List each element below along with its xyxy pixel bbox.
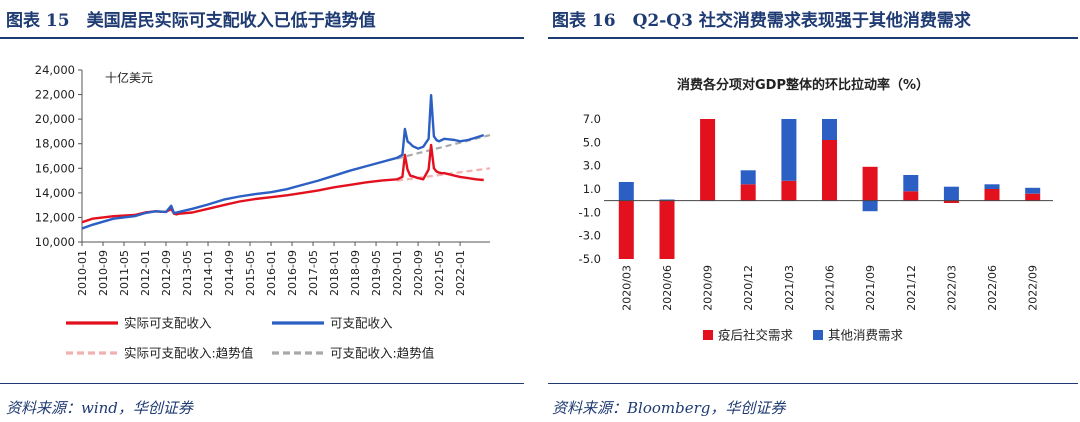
left-x-tick-label: 2013-05 <box>181 250 194 296</box>
left-x-tick-label: 2018-01 <box>328 250 341 296</box>
right-x-axis-ticks: 2020/03 2020/06 2020/09 2020/12 2021/03 2021/… <box>620 265 1039 311</box>
right-bar-1-0 <box>618 182 634 201</box>
right-x-tick-label: 2020/12 <box>742 265 755 311</box>
right-bar-0-1 <box>659 200 675 259</box>
right-x-tick-label: 2020/06 <box>661 265 674 311</box>
left-y-tick-label: 24,000 <box>35 63 75 77</box>
right-y-tick-label: 1.0 <box>583 182 601 196</box>
left-title-rule <box>0 37 524 39</box>
left-x-tick-label: 2021-05 <box>433 250 446 296</box>
right-legend-label-0: 疫后社交需求 <box>718 328 794 343</box>
right-y-tick-label: -1.0 <box>579 205 601 219</box>
right-y-axis-ticks: -5.0 -3.0 -1.0 1.0 3.0 5.0 7.0 <box>579 112 601 266</box>
left-y-tick-label: 12,000 <box>35 210 75 224</box>
left-x-tick-label: 2017-05 <box>307 250 320 296</box>
right-x-tick-label: 2021/12 <box>905 265 918 311</box>
left-line-chart: 10,000 12,000 14,000 16,000 18,000 20,000 22,0… <box>35 63 491 361</box>
left-grid <box>81 70 490 243</box>
right-bar-0-6 <box>862 166 878 201</box>
left-x-axis-ticks: 2010-01 2010-09 2011-05 2012-01 2012-09 2013-… <box>76 242 467 296</box>
right-bar-1-6 <box>862 200 878 212</box>
right-bar-1-9 <box>984 184 1000 189</box>
right-x-tick-label: 2021/03 <box>783 265 796 311</box>
right-bar-1-5 <box>822 119 837 140</box>
right-bar-0-5 <box>822 140 837 201</box>
left-series-line-3 <box>396 134 491 160</box>
left-y-axis-ticks: 10,000 12,000 14,000 16,000 18,000 20,000 22,0… <box>35 63 82 249</box>
right-bar-1-1 <box>659 199 675 201</box>
right-x-tick-label: 2021/09 <box>864 265 877 311</box>
right-bar-1-8 <box>943 186 959 201</box>
right-panel-title: 图表 16 Q2-Q3 社交消费需求表现强于其他消费需求 <box>552 11 971 31</box>
left-y-tick-label: 14,000 <box>35 186 75 200</box>
left-legend-label-2: 实际可支配收入:趋势值 <box>124 346 253 361</box>
left-series-line-2 <box>396 167 491 182</box>
right-title-rule <box>548 37 1078 39</box>
right-y-tick-label: -5.0 <box>579 252 601 266</box>
right-y-tick-label: 5.0 <box>583 135 601 149</box>
left-y-tick-label: 16,000 <box>35 161 75 175</box>
left-x-tick-label: 2019-05 <box>370 250 383 296</box>
right-bar-0-7 <box>903 191 919 201</box>
left-y-tick-label: 18,000 <box>35 137 75 151</box>
right-legend: 疫后社交需求 其他消费需求 <box>703 328 904 343</box>
right-bar-0-9 <box>984 189 1000 201</box>
left-x-tick-label: 2011-05 <box>118 250 131 296</box>
left-x-tick-label: 2018-09 <box>349 250 362 296</box>
left-y-tick-label: 22,000 <box>35 88 75 102</box>
left-panel-title: 图表 15 美国居民实际可支配收入已低于趋势值 <box>6 11 376 31</box>
right-x-tick-label: 2022/06 <box>986 265 999 311</box>
right-footer-rule <box>548 383 1078 384</box>
left-legend-label-3: 可支配收入:趋势值 <box>330 346 434 361</box>
right-y-tick-label: 3.0 <box>583 159 601 173</box>
left-x-tick-label: 2016-01 <box>265 250 278 296</box>
right-x-tick-label: 2022/03 <box>945 265 958 311</box>
right-x-tick-label: 2022/09 <box>1027 265 1040 311</box>
right-bar-0-10 <box>1025 193 1041 201</box>
left-x-tick-label: 2010-01 <box>76 250 89 296</box>
right-bar-0-3 <box>740 184 756 201</box>
right-bar-1-7 <box>903 175 919 192</box>
right-legend-swatch-0 <box>703 330 713 340</box>
right-legend-label-1: 其他消费需求 <box>828 328 904 343</box>
left-y-tick-label: 20,000 <box>35 112 75 126</box>
left-x-tick-label: 2020-01 <box>391 250 404 296</box>
right-bar-1-4 <box>781 119 797 181</box>
right-x-tick-label: 2020/03 <box>620 265 633 311</box>
right-source: 资料来源：Bloomberg，华创证券 <box>552 399 786 417</box>
left-x-tick-label: 2014-01 <box>202 250 215 296</box>
left-x-tick-label: 2012-09 <box>160 250 173 296</box>
left-series-line-0 <box>81 143 484 224</box>
right-x-tick-label: 2021/06 <box>824 265 837 311</box>
left-series-line-1 <box>81 94 485 230</box>
left-x-tick-label: 2015-05 <box>244 250 257 296</box>
right-bars <box>604 119 1053 259</box>
right-bar-1-10 <box>1025 187 1041 194</box>
left-x-tick-label: 2014-09 <box>223 250 236 296</box>
right-bar-0-0 <box>618 200 634 259</box>
left-x-tick-label: 2012-01 <box>139 250 152 296</box>
left-x-tick-label: 2010-09 <box>97 250 110 296</box>
right-y-tick-label: 7.0 <box>583 112 601 126</box>
left-y-tick-label: 10,000 <box>35 235 75 249</box>
left-series-lines <box>81 94 491 230</box>
left-source: 资料来源：wind，华创证券 <box>6 399 193 417</box>
left-x-tick-label: 2020-09 <box>412 250 425 296</box>
left-legend-label-1: 可支配收入 <box>330 316 393 331</box>
right-bar-0-8 <box>943 200 959 203</box>
left-x-tick-label: 2022-01 <box>454 250 467 296</box>
right-legend-swatch-1 <box>813 330 823 340</box>
right-bar-1-3 <box>740 170 756 185</box>
left-unit-label: 十亿美元 <box>105 70 153 85</box>
right-chart-title: 消费各分项对GDP整体的环比拉动率（%） <box>677 77 929 93</box>
left-x-tick-label: 2016-09 <box>286 250 299 296</box>
right-bar-chart: 消费各分项对GDP整体的环比拉动率（%） -5.0 -3.0 -1.0 1.0 3.0 5… <box>579 77 1053 343</box>
right-bar-0-4 <box>781 180 797 201</box>
left-footer-rule <box>0 383 524 384</box>
right-y-tick-label: -3.0 <box>579 229 601 243</box>
right-x-tick-label: 2020/09 <box>702 265 715 311</box>
left-legend-label-0: 实际可支配收入 <box>124 316 212 331</box>
right-bar-0-2 <box>700 119 716 201</box>
